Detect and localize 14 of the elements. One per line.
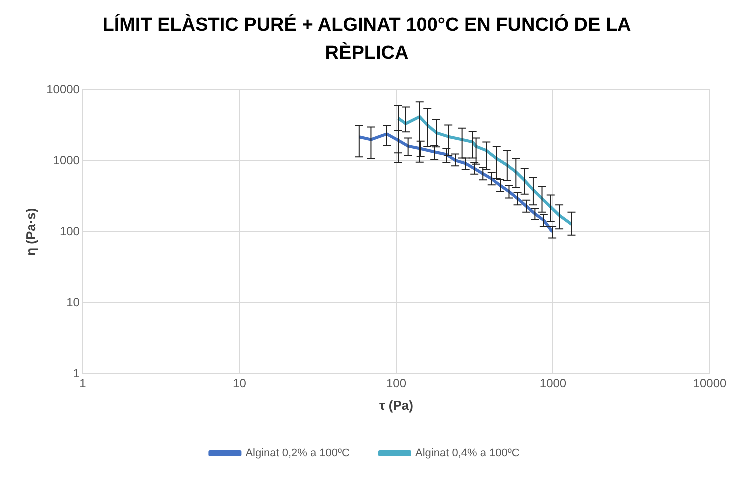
y-tick-label: 1: [73, 366, 80, 380]
x-tick-label: 10000: [693, 376, 728, 391]
chart-title: LÍMIT ELÀSTIC PURÉ + ALGINAT 100°C EN FUNCIÓ DE LA RÈPLICA: [102, 13, 632, 66]
legend-label: Alginat 0,4% a 100ºC: [416, 448, 520, 460]
x-tick-label: 100: [386, 376, 407, 391]
y-tick-label: 10000: [46, 82, 80, 97]
y-tick-label: 1000: [53, 153, 80, 168]
y-tick-label: 100: [60, 224, 80, 238]
x-axis-title: τ (Pa): [379, 398, 414, 413]
y-axis-title: η (Pa·s): [23, 208, 38, 256]
legend-label: Alginat 0,2% a 100ºC: [246, 448, 350, 460]
x-tick-label: 1000: [540, 376, 567, 391]
x-tick-label: 10: [233, 376, 247, 391]
y-tick-label: 10: [66, 295, 80, 310]
